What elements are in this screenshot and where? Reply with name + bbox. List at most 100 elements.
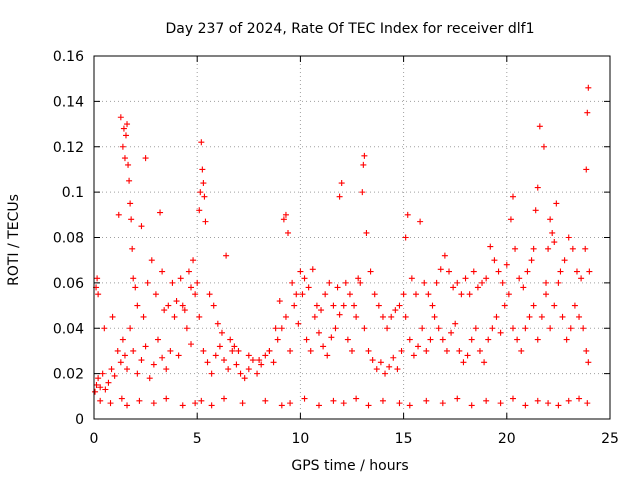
data-point (351, 302, 358, 309)
data-point (200, 347, 207, 354)
data-point (241, 375, 248, 382)
data-point (138, 223, 145, 230)
data-point (105, 379, 112, 386)
data-point (124, 366, 131, 373)
data-point (254, 370, 261, 377)
data-point (421, 279, 428, 286)
data-point (353, 395, 360, 402)
data-point (197, 189, 204, 196)
data-point (464, 352, 471, 359)
data-point (509, 395, 516, 402)
y-tick-label: 0.04 (53, 321, 84, 337)
data-point (235, 347, 242, 354)
data-point (384, 325, 391, 332)
data-point (559, 313, 566, 320)
data-point (199, 166, 206, 173)
data-point (565, 234, 572, 241)
data-point (485, 336, 492, 343)
data-point (94, 275, 101, 282)
data-point (406, 402, 413, 409)
data-point (161, 307, 168, 314)
data-point (392, 307, 399, 314)
data-point (458, 291, 465, 298)
data-point (398, 347, 405, 354)
data-point (138, 357, 145, 364)
data-point (476, 347, 483, 354)
data-point (175, 352, 182, 359)
data-point (117, 359, 124, 366)
data-point (285, 229, 292, 236)
data-point (95, 375, 102, 382)
data-point (524, 268, 531, 275)
data-point (479, 279, 486, 286)
data-point (134, 302, 141, 309)
data-point (159, 354, 166, 361)
data-point (578, 275, 585, 282)
data-point (431, 313, 438, 320)
data-point (439, 400, 446, 407)
data-point (334, 284, 341, 291)
data-point (134, 370, 141, 377)
data-point (446, 268, 453, 275)
data-point (400, 291, 407, 298)
data-point (340, 400, 347, 407)
data-point (390, 354, 397, 361)
data-point (315, 329, 322, 336)
x-tick-label: 25 (601, 431, 619, 447)
data-point (179, 402, 186, 409)
data-point (561, 257, 568, 264)
data-point (522, 325, 529, 332)
data-point (456, 347, 463, 354)
data-point (483, 397, 490, 404)
data-point (417, 218, 424, 225)
data-point (221, 395, 228, 402)
data-point (266, 347, 273, 354)
data-point (274, 336, 281, 343)
data-point (493, 313, 500, 320)
data-point (522, 402, 529, 409)
data-point (249, 357, 256, 364)
data-point (357, 279, 364, 286)
data-point (580, 325, 587, 332)
data-point (423, 347, 430, 354)
data-point (382, 370, 389, 377)
data-point (124, 402, 131, 409)
data-point (532, 207, 539, 214)
data-point (412, 291, 419, 298)
data-point (136, 397, 143, 404)
data-point (107, 400, 114, 407)
data-point (194, 279, 201, 286)
data-point (509, 325, 516, 332)
data-point (505, 291, 512, 298)
data-point (150, 400, 157, 407)
data-point (101, 325, 108, 332)
x-tick-label: 20 (498, 431, 516, 447)
data-point (272, 325, 279, 332)
data-point (497, 329, 504, 336)
chart-title: Day 237 of 2024, Rate Of TEC Index for r… (166, 21, 535, 37)
data-point (507, 216, 514, 223)
data-point (130, 347, 137, 354)
data-point (406, 336, 413, 343)
data-point (301, 275, 308, 282)
data-point (95, 291, 102, 298)
data-point (127, 200, 134, 207)
data-point (520, 284, 527, 291)
data-point (491, 257, 498, 264)
data-point (119, 336, 126, 343)
data-point (342, 279, 349, 286)
data-point (470, 268, 477, 275)
data-point (179, 302, 186, 309)
data-point (262, 397, 269, 404)
data-point (144, 279, 151, 286)
data-point (291, 302, 298, 309)
data-point (128, 216, 135, 223)
data-point (165, 302, 172, 309)
data-point (120, 125, 127, 132)
data-point (198, 139, 205, 146)
data-point (516, 275, 523, 282)
data-point (439, 336, 446, 343)
data-point (466, 291, 473, 298)
data-point (192, 291, 199, 298)
data-point (102, 386, 109, 393)
